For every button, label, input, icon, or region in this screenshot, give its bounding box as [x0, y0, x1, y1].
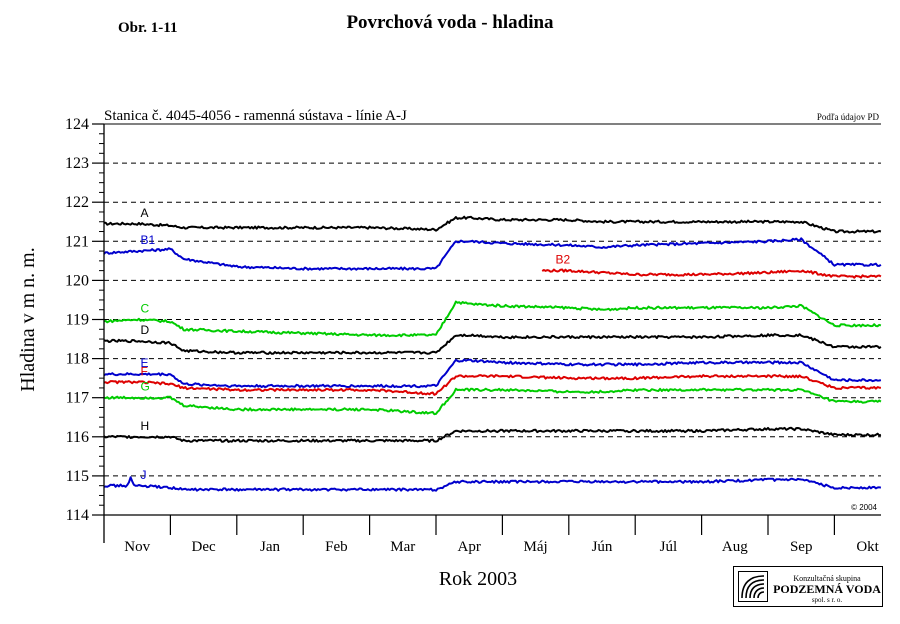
series-line-f: [103, 374, 882, 396]
series-line-d: [103, 333, 882, 355]
copyright-note: © 2004: [851, 503, 877, 512]
series-line-e: [103, 358, 882, 389]
y-axis-label: Hladina v m n. m.: [17, 247, 39, 391]
series-label-b2: B2: [556, 253, 571, 267]
x-tick-label: Dec: [192, 539, 216, 555]
series-line-b2: [541, 268, 882, 279]
logo-line-1: Konzultačná skupina: [793, 574, 861, 583]
series-line-j: [103, 476, 882, 492]
series-label-h: H: [141, 419, 150, 433]
y-tick-label: 117: [66, 390, 89, 407]
x-tick-label: Nov: [124, 539, 150, 555]
y-tick-label: 120: [65, 272, 89, 289]
y-tick-label: 121: [65, 233, 89, 250]
logo-mark-icon: [738, 571, 768, 602]
x-tick-label: Apr: [458, 539, 481, 555]
chart-title: Stanica č. 4045-4056 - ramenná sústava -…: [104, 108, 407, 124]
y-tick-label: 116: [66, 429, 89, 446]
series-label-d: D: [141, 323, 150, 337]
series-lines: [103, 215, 882, 492]
series-line-h: [103, 426, 882, 443]
x-tick-label: Feb: [325, 539, 348, 555]
x-tick-label: Júl: [660, 539, 678, 555]
y-tick-label: 115: [66, 468, 89, 485]
page-title: Povrchová voda - hladina: [346, 12, 554, 33]
x-tick-label: Jún: [592, 539, 613, 555]
grid-lines: [104, 162, 881, 477]
series-label-c: C: [141, 302, 150, 316]
axes: [92, 123, 881, 543]
source-note: Podľa údajov PD: [817, 112, 880, 122]
x-tick-label: Sep: [790, 539, 813, 555]
series-line-g: [103, 387, 882, 416]
logo-line-2: PODZEMNÁ VODA: [773, 582, 881, 596]
x-tick-label: Aug: [722, 539, 748, 555]
series-label-a: A: [141, 206, 149, 220]
y-tick-label: 122: [65, 194, 89, 211]
y-tick-label: 124: [65, 116, 89, 133]
y-tick-label: 123: [65, 155, 89, 172]
y-tick-label: 114: [66, 507, 89, 524]
series-label-j: J: [141, 468, 147, 482]
company-logo: Konzultačná skupina PODZEMNÁ VODA spol. …: [733, 566, 883, 607]
y-tick-label: 119: [66, 312, 89, 329]
series-label-f: F: [141, 364, 148, 378]
x-tick-label: Okt: [856, 539, 879, 555]
figure-number: Obr. 1-11: [118, 20, 178, 36]
x-axis-label: Rok 2003: [439, 568, 517, 590]
series-line-c: [103, 300, 882, 338]
x-tick-label: Jan: [260, 539, 280, 555]
series-label-e: E: [141, 356, 149, 370]
series-label-g: G: [141, 380, 150, 394]
series-line-a: [103, 215, 882, 234]
x-tick-label: Mar: [390, 539, 415, 555]
x-tick-label: Máj: [524, 539, 548, 555]
series-line-b1: [103, 237, 882, 271]
series-label-b1: B1: [141, 233, 156, 247]
y-tick-label: 118: [66, 351, 89, 368]
chart-text: 114 115 116 117 118 119 120 121 122 123 124 Nov Dec J…: [17, 108, 880, 590]
logo-line-3: spol. s r. o.: [811, 596, 843, 604]
